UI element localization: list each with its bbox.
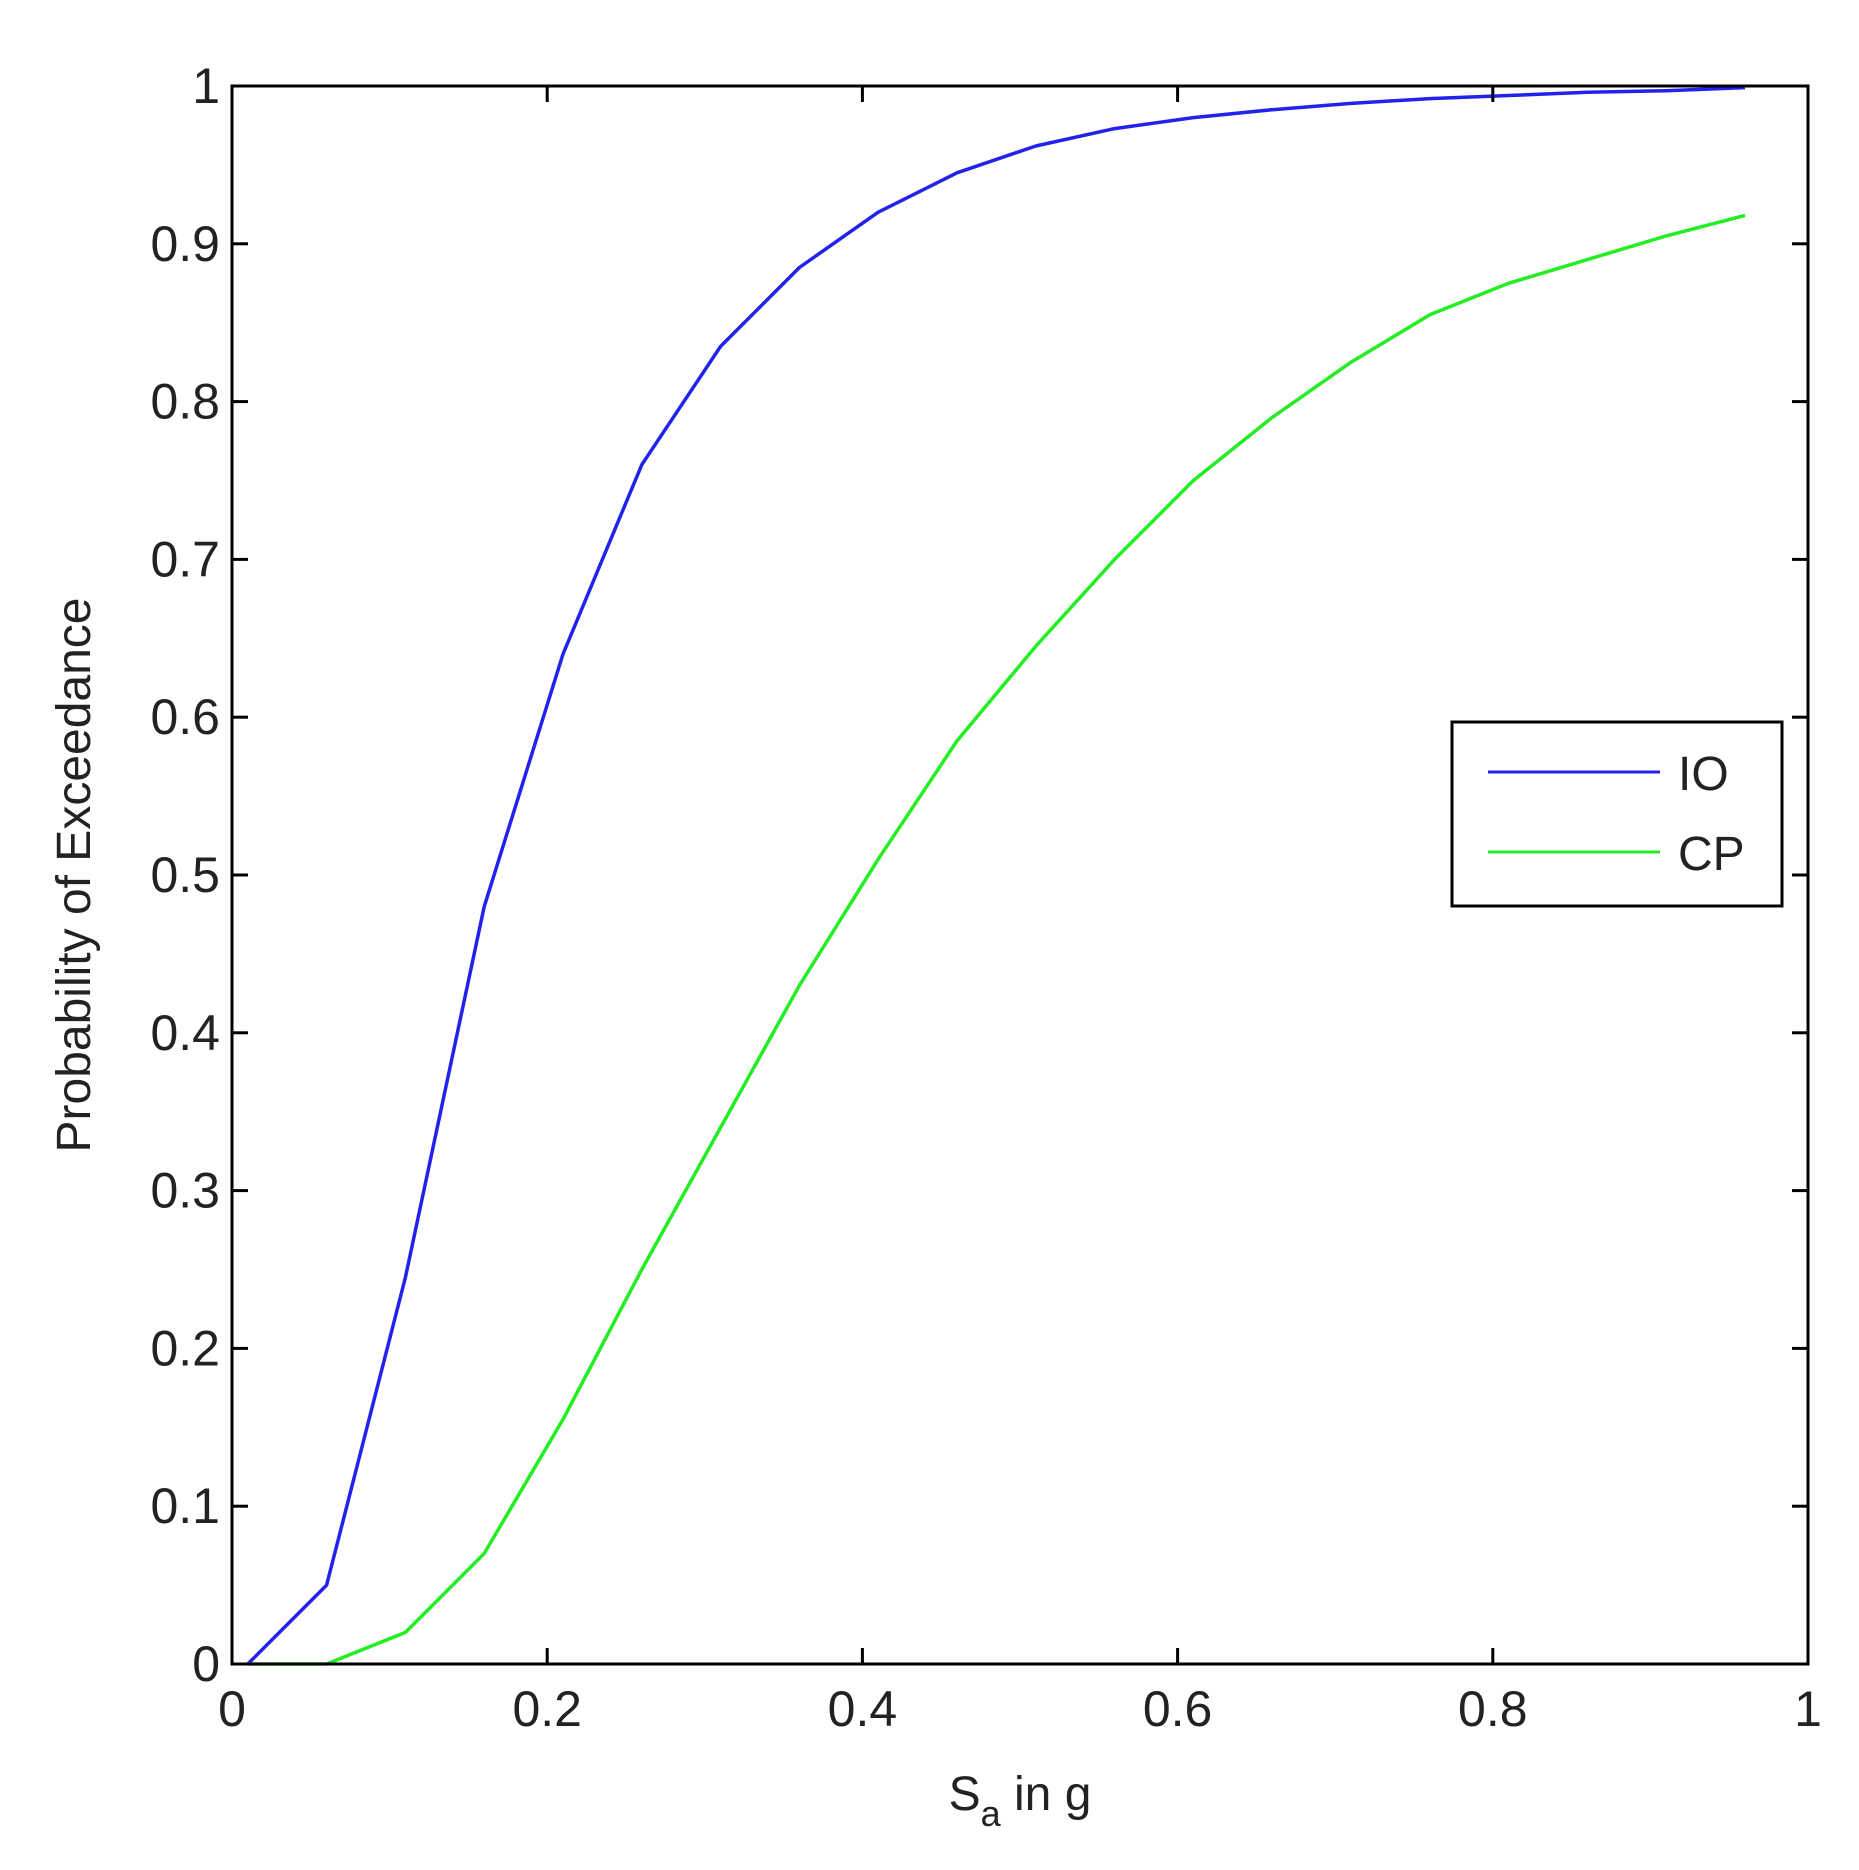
x-tick-label: 0.2: [512, 1681, 582, 1737]
y-axis-label: Probability of Exceedance: [48, 598, 101, 1153]
x-tick-label: 0.4: [828, 1681, 898, 1737]
y-tick-label: 0.2: [150, 1320, 220, 1376]
series-layer: [246, 85, 1746, 1666]
y-tick-label: 0.4: [150, 1005, 220, 1061]
y-tick-label: 0.8: [150, 374, 220, 430]
x-axis-label-main: S: [949, 1768, 981, 1821]
legend-label-io: IO: [1678, 748, 1729, 801]
x-tick-label: 0.8: [1458, 1681, 1528, 1737]
y-tick-label: 0.1: [150, 1478, 220, 1534]
y-tick-label: 0.9: [150, 216, 220, 272]
series-line-io: [246, 85, 1746, 1666]
x-axis-label: Sa in g: [949, 1768, 1092, 1834]
y-tick-label: 0.5: [150, 847, 220, 903]
series-line-cp: [247, 213, 1746, 1666]
y-tick-label: 1: [192, 58, 220, 114]
x-axis-label-rest: in g: [1001, 1768, 1092, 1821]
x-tick-label: 1: [1794, 1681, 1822, 1737]
y-tick-label: 0.6: [150, 689, 220, 745]
legend: IO CP: [1450, 720, 1784, 908]
legend-label-cp: CP: [1678, 828, 1745, 881]
y-tick-label: 0: [192, 1636, 220, 1692]
y-tick-label: 0.7: [150, 531, 220, 587]
tick-labels-layer: 0 0.2 0.4 0.6 0.8 1 0 0.1 0.2 0.3 0.4 0.5 0.6 0.7 0.8 0…: [150, 58, 1821, 1737]
legend-box: [1450, 720, 1784, 908]
y-tick-label: 0.3: [150, 1163, 220, 1219]
x-tick-label: 0.6: [1143, 1681, 1213, 1737]
x-tick-label: 0: [218, 1681, 246, 1737]
plot-frame: [230, 84, 1810, 1666]
x-axis-label-sub: a: [981, 1793, 1002, 1834]
